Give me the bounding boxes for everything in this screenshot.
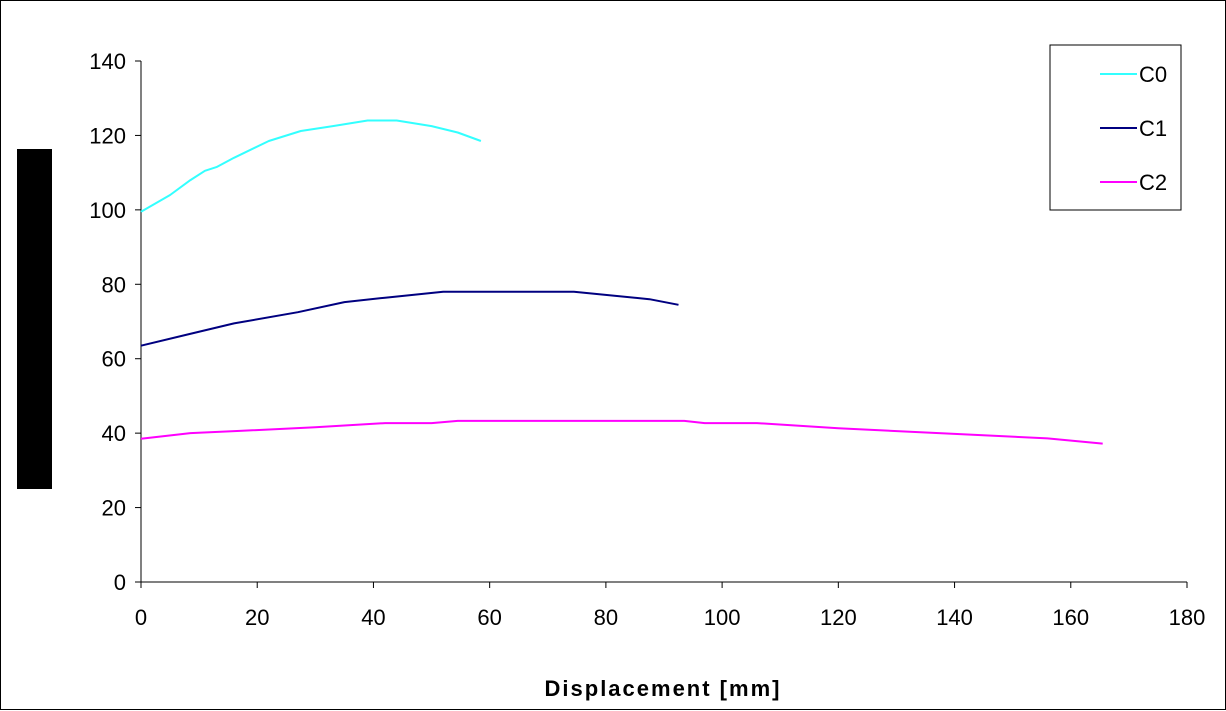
y-tick-label: 40 — [102, 421, 126, 446]
y-tick-label: 120 — [89, 123, 126, 148]
x-tick-label: 100 — [704, 605, 741, 630]
legend-label-c1: C1 — [1139, 116, 1167, 141]
x-tick-label: 80 — [594, 605, 618, 630]
y-tick-label: 20 — [102, 496, 126, 521]
series-line-c1 — [140, 290, 679, 347]
x-tick-label: 60 — [477, 605, 501, 630]
series-line-c2 — [140, 419, 1103, 445]
x-tick-label: 180 — [1169, 605, 1206, 630]
legend: C0 C1 C2 — [1049, 44, 1182, 211]
axes: 0 20 40 60 80 100 120 140 0 20 40 60 80 100 120 140 160 1… — [89, 49, 1205, 630]
y-tick-label: 60 — [102, 347, 126, 372]
x-tick-label: 20 — [245, 605, 269, 630]
legend-label-c0: C0 — [1139, 62, 1167, 87]
x-tick-label: 0 — [135, 605, 147, 630]
y-axis-title-redaction — [17, 149, 52, 489]
legend-label-c2: C2 — [1139, 170, 1167, 195]
x-tick-label: 120 — [820, 605, 857, 630]
x-tick-label: 40 — [361, 605, 385, 630]
y-tick-label: 80 — [102, 272, 126, 297]
series-line-c0 — [140, 119, 482, 213]
x-tick-label: 140 — [936, 605, 973, 630]
x-axis-title: Displacement [mm] — [545, 676, 782, 701]
x-tick-label: 160 — [1052, 605, 1089, 630]
y-tick-label: 140 — [89, 49, 126, 74]
series-layer — [140, 119, 1103, 445]
y-tick-label: 100 — [89, 198, 126, 223]
y-tick-label: 0 — [114, 570, 126, 595]
